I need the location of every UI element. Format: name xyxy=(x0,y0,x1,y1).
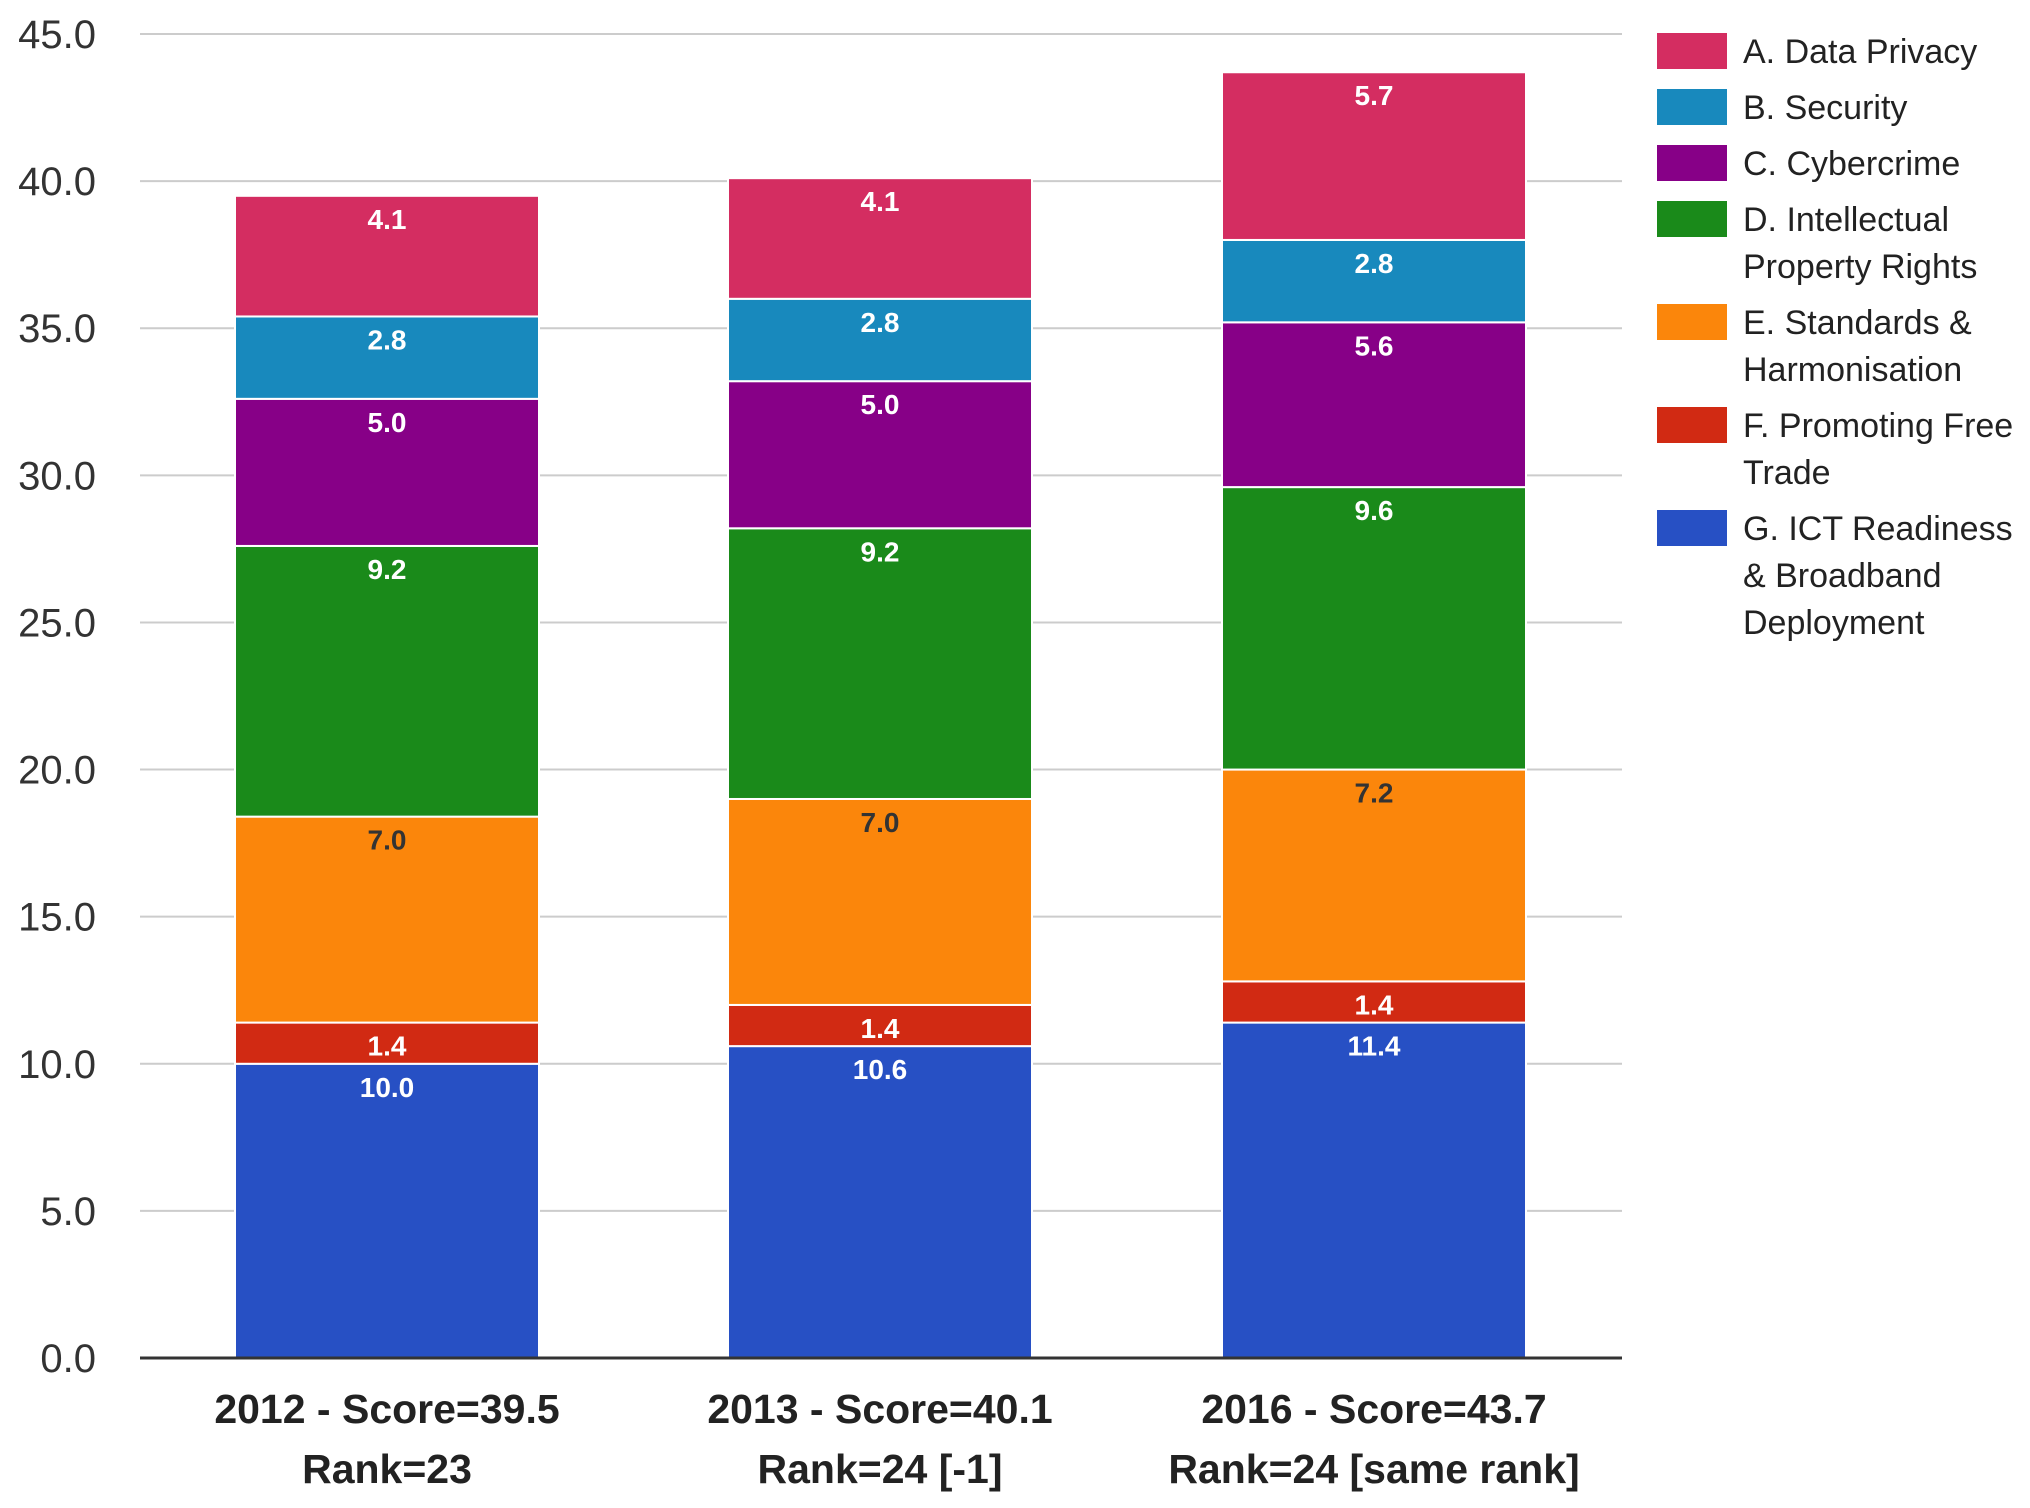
x-axis-category-labels: 2012 - Score=39.5 Rank=23 2013 - Score=40.… xyxy=(214,1386,1579,1492)
legend-swatch xyxy=(1657,510,1727,546)
data-label: 5.7 xyxy=(1355,80,1394,111)
legend-label: & Broadband xyxy=(1743,557,1942,595)
data-label: 10.6 xyxy=(853,1054,908,1085)
y-tick-label: 15.0 xyxy=(18,896,96,940)
data-label: 10.0 xyxy=(360,1072,415,1103)
bar-segment xyxy=(1221,486,1527,771)
data-label: 2.8 xyxy=(1355,248,1394,279)
y-tick-label: 40.0 xyxy=(18,160,96,204)
legend-label: Property Rights xyxy=(1743,248,1977,286)
bar-segment xyxy=(234,315,540,400)
legend-swatch xyxy=(1657,407,1727,443)
legend-swatch xyxy=(1657,201,1727,237)
bar-segment xyxy=(1221,321,1527,489)
legend-swatch xyxy=(1657,145,1727,181)
y-tick-label: 30.0 xyxy=(18,454,96,498)
y-tick-label: 25.0 xyxy=(18,601,96,645)
data-labels: 10.0 10.6 11.4 1.4 1.4 1.4 7.0 7.0 7.2 9.2 9.2 9.6 5… xyxy=(360,80,1401,1103)
legend-label: Deployment xyxy=(1743,604,1925,642)
y-tick-label: 45.0 xyxy=(18,13,96,57)
bar-segment xyxy=(234,815,540,1024)
data-label: 4.1 xyxy=(861,186,900,217)
y-tick-label: 35.0 xyxy=(18,307,96,351)
legend-label: G. ICT Readiness xyxy=(1743,510,2013,548)
bar-segment xyxy=(234,1062,540,1360)
x-category-label: 2012 - Score=39.5 xyxy=(214,1386,559,1432)
legend-label: B. Security xyxy=(1743,89,1907,127)
y-axis-tick-labels: 0.0 5.0 10.0 15.0 20.0 25.0 30.0 35.0 40.0 45.0 xyxy=(18,13,96,1381)
data-label: 9.2 xyxy=(861,536,900,567)
bar-segment xyxy=(727,1045,1033,1359)
bar-segment xyxy=(1221,71,1527,241)
bar-segment xyxy=(727,797,1033,1006)
legend: A. Data Privacy B. Security C. Cybercrime D… xyxy=(1657,33,2013,642)
legend-label: Trade xyxy=(1743,454,1831,492)
bar-segment xyxy=(727,380,1033,530)
legend-label: F. Promoting Free xyxy=(1743,407,2013,445)
data-label: 1.4 xyxy=(861,1013,900,1044)
y-tick-label: 5.0 xyxy=(40,1190,96,1234)
y-tick-label: 10.0 xyxy=(18,1043,96,1087)
data-label: 9.2 xyxy=(368,554,407,585)
data-label: 1.4 xyxy=(368,1031,407,1062)
bar-segment xyxy=(1221,768,1527,983)
x-category-label: 2016 - Score=43.7 xyxy=(1201,1386,1546,1432)
data-label: 5.6 xyxy=(1355,330,1394,361)
y-tick-label: 20.0 xyxy=(18,749,96,793)
data-label: 5.0 xyxy=(861,389,900,420)
x-category-label: Rank=24 [-1] xyxy=(758,1446,1003,1492)
bar-segment xyxy=(727,177,1033,300)
data-label: 7.0 xyxy=(861,807,900,838)
data-label: 7.0 xyxy=(368,825,407,856)
data-label: 2.8 xyxy=(368,324,407,355)
data-label: 1.4 xyxy=(1355,989,1394,1020)
data-label: 9.6 xyxy=(1355,495,1394,526)
x-category-label: Rank=24 [same rank] xyxy=(1168,1446,1579,1492)
legend-label: C. Cybercrime xyxy=(1743,145,1960,183)
bar-segment xyxy=(234,194,540,318)
legend-label: E. Standards & xyxy=(1743,304,1972,342)
bars xyxy=(234,71,1527,1360)
bar-segment xyxy=(727,1003,1033,1048)
legend-swatch xyxy=(1657,89,1727,125)
data-label: 4.1 xyxy=(368,204,407,235)
x-category-label: 2013 - Score=40.1 xyxy=(707,1386,1052,1432)
y-tick-label: 0.0 xyxy=(40,1337,96,1381)
legend-label: A. Data Privacy xyxy=(1743,33,1977,71)
legend-swatch xyxy=(1657,33,1727,69)
data-label: 5.0 xyxy=(368,407,407,438)
legend-swatch xyxy=(1657,304,1727,340)
data-label: 2.8 xyxy=(861,307,900,338)
bar-segment xyxy=(727,527,1033,800)
data-label: 7.2 xyxy=(1355,778,1394,809)
bar-segment xyxy=(234,544,540,818)
legend-label: D. Intellectual xyxy=(1743,201,1949,239)
bar-segment xyxy=(1221,1021,1527,1359)
bar-segment xyxy=(1221,238,1527,324)
x-category-label: Rank=23 xyxy=(302,1446,472,1492)
legend-label: Harmonisation xyxy=(1743,351,1962,389)
data-label: 11.4 xyxy=(1348,1031,1401,1062)
